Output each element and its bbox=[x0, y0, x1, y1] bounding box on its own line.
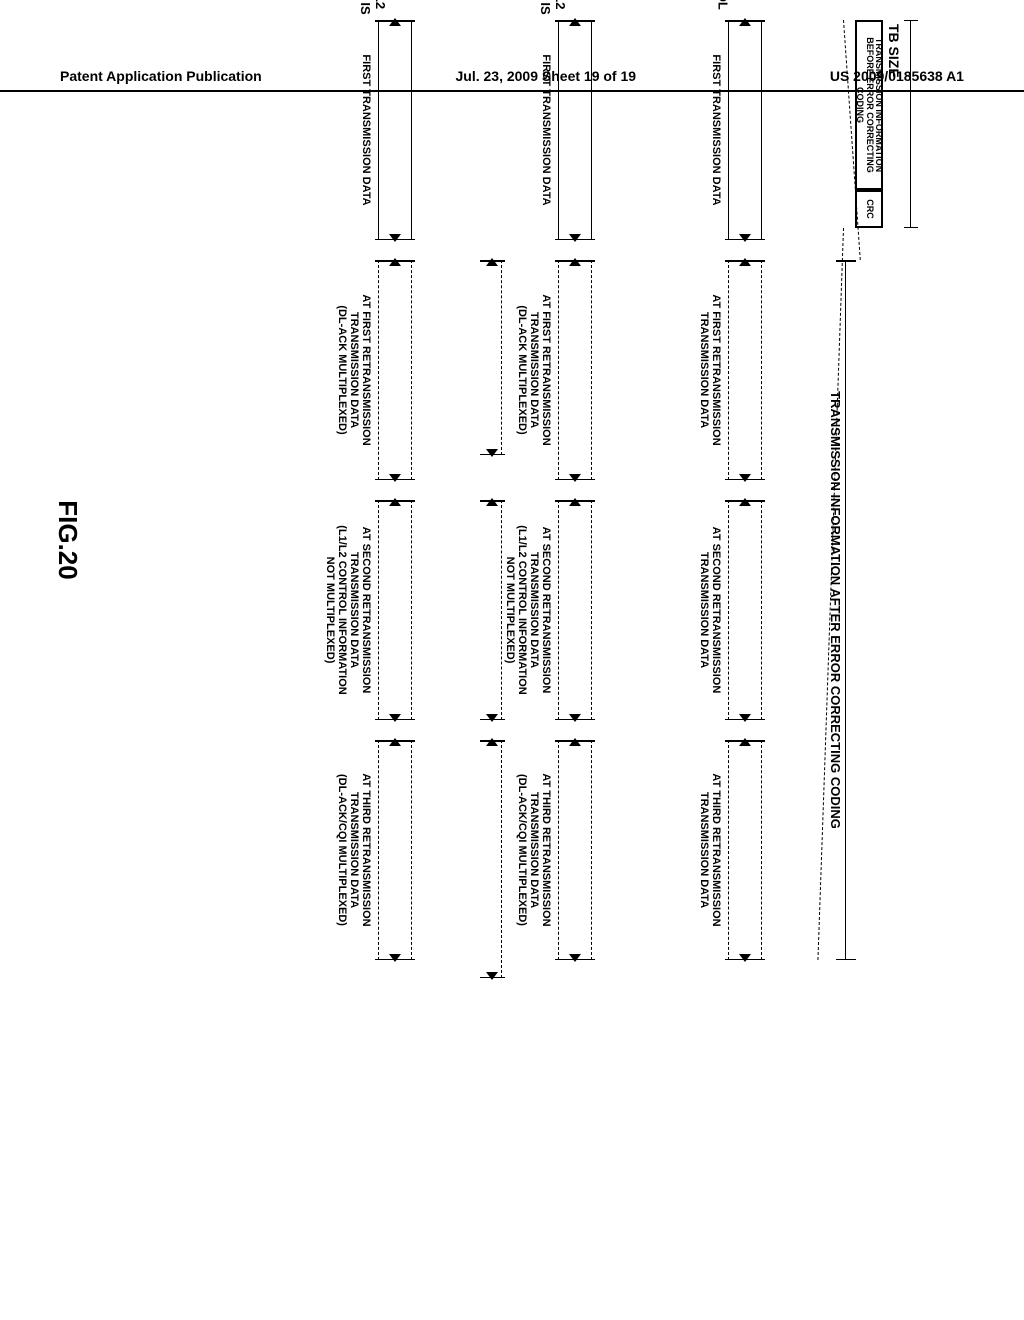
row-a: (a) WHEN L1/L2 CONTROL INFORMATION IS NO… bbox=[642, 20, 772, 1060]
row-b-subrow bbox=[476, 20, 502, 1060]
row-c-seg4 bbox=[378, 740, 412, 960]
tb-size-label: TB SIZE bbox=[886, 24, 902, 228]
row-a-seg3 bbox=[728, 500, 762, 720]
tb-box-crc: CRC bbox=[855, 190, 883, 228]
row-b-seg2-label: AT FIRST RETRANSMISSIONTRANSMISSION DATA… bbox=[516, 245, 552, 495]
row-c-label: (c) EXAMPLE WHEN L1/L2 CONTROL INFORMATI… bbox=[327, 0, 387, 15]
row-b: (b) EXAMPLE WHEN L1/L2 CONTROL INFORMATI… bbox=[472, 20, 602, 1060]
row-c-seg2 bbox=[378, 260, 412, 480]
row-b-sub-seg4 bbox=[484, 740, 502, 978]
row-b-seg1-label: FIRST TRANSMISSION DATA bbox=[540, 5, 552, 255]
row-c-seg1-label: FIRST TRANSMISSION DATA bbox=[360, 5, 372, 255]
figure-20: TB SIZE TRANSMISSION INFORMATION BEFORE … bbox=[132, 20, 892, 1060]
row-b-seg3 bbox=[558, 500, 592, 720]
figure-caption: FIG.20 bbox=[52, 500, 83, 579]
row-b-seg3-label: AT SECOND RETRANSMISSIONTRANSMISSION DAT… bbox=[504, 485, 552, 735]
row-c-seg3 bbox=[378, 500, 412, 720]
row-a-seg4 bbox=[728, 740, 762, 960]
row-c-seg3-label: AT SECOND RETRANSMISSIONTRANSMISSION DAT… bbox=[324, 485, 372, 735]
tb-size-span bbox=[904, 20, 918, 228]
row-b-sub-seg3 bbox=[484, 500, 502, 720]
row-a-seg2-label: AT FIRST RETRANSMISSIONTRANSMISSION DATA bbox=[698, 245, 722, 495]
row-b-seg1 bbox=[558, 20, 592, 240]
row-c: (c) EXAMPLE WHEN L1/L2 CONTROL INFORMATI… bbox=[292, 20, 422, 1060]
row-c-seg1 bbox=[378, 20, 412, 240]
row-b-sub-seg2 bbox=[484, 260, 502, 455]
tb-box-info: TRANSMISSION INFORMATION BEFORE ERROR CO… bbox=[855, 20, 883, 190]
row-b-seg2 bbox=[558, 260, 592, 480]
row-a-seg2 bbox=[728, 260, 762, 480]
row-b-label: (b) EXAMPLE WHEN L1/L2 CONTROL INFORMATI… bbox=[507, 0, 567, 15]
row-a-seg4-label: AT THIRD RETRANSMISSIONTRANSMISSION DATA bbox=[698, 725, 722, 975]
row-b-seg4 bbox=[558, 740, 592, 960]
row-b-seg4-label: AT THIRD RETRANSMISSIONTRANSMISSION DATA… bbox=[516, 725, 552, 975]
row-c-seg4-label: AT THIRD RETRANSMISSIONTRANSMISSION DATA… bbox=[336, 725, 372, 975]
row-a-seg1-label: FIRST TRANSMISSION DATA bbox=[710, 5, 722, 255]
row-a-seg1 bbox=[728, 20, 762, 240]
tb-size-block: TB SIZE TRANSMISSION INFORMATION BEFORE … bbox=[855, 20, 902, 228]
row-c-seg2-label: AT FIRST RETRANSMISSIONTRANSMISSION DATA… bbox=[336, 245, 372, 495]
row-a-label: (a) WHEN L1/L2 CONTROL INFORMATION IS NO… bbox=[685, 0, 730, 15]
row-a-seg3-label: AT SECOND RETRANSMISSIONTRANSMISSION DAT… bbox=[698, 485, 722, 735]
